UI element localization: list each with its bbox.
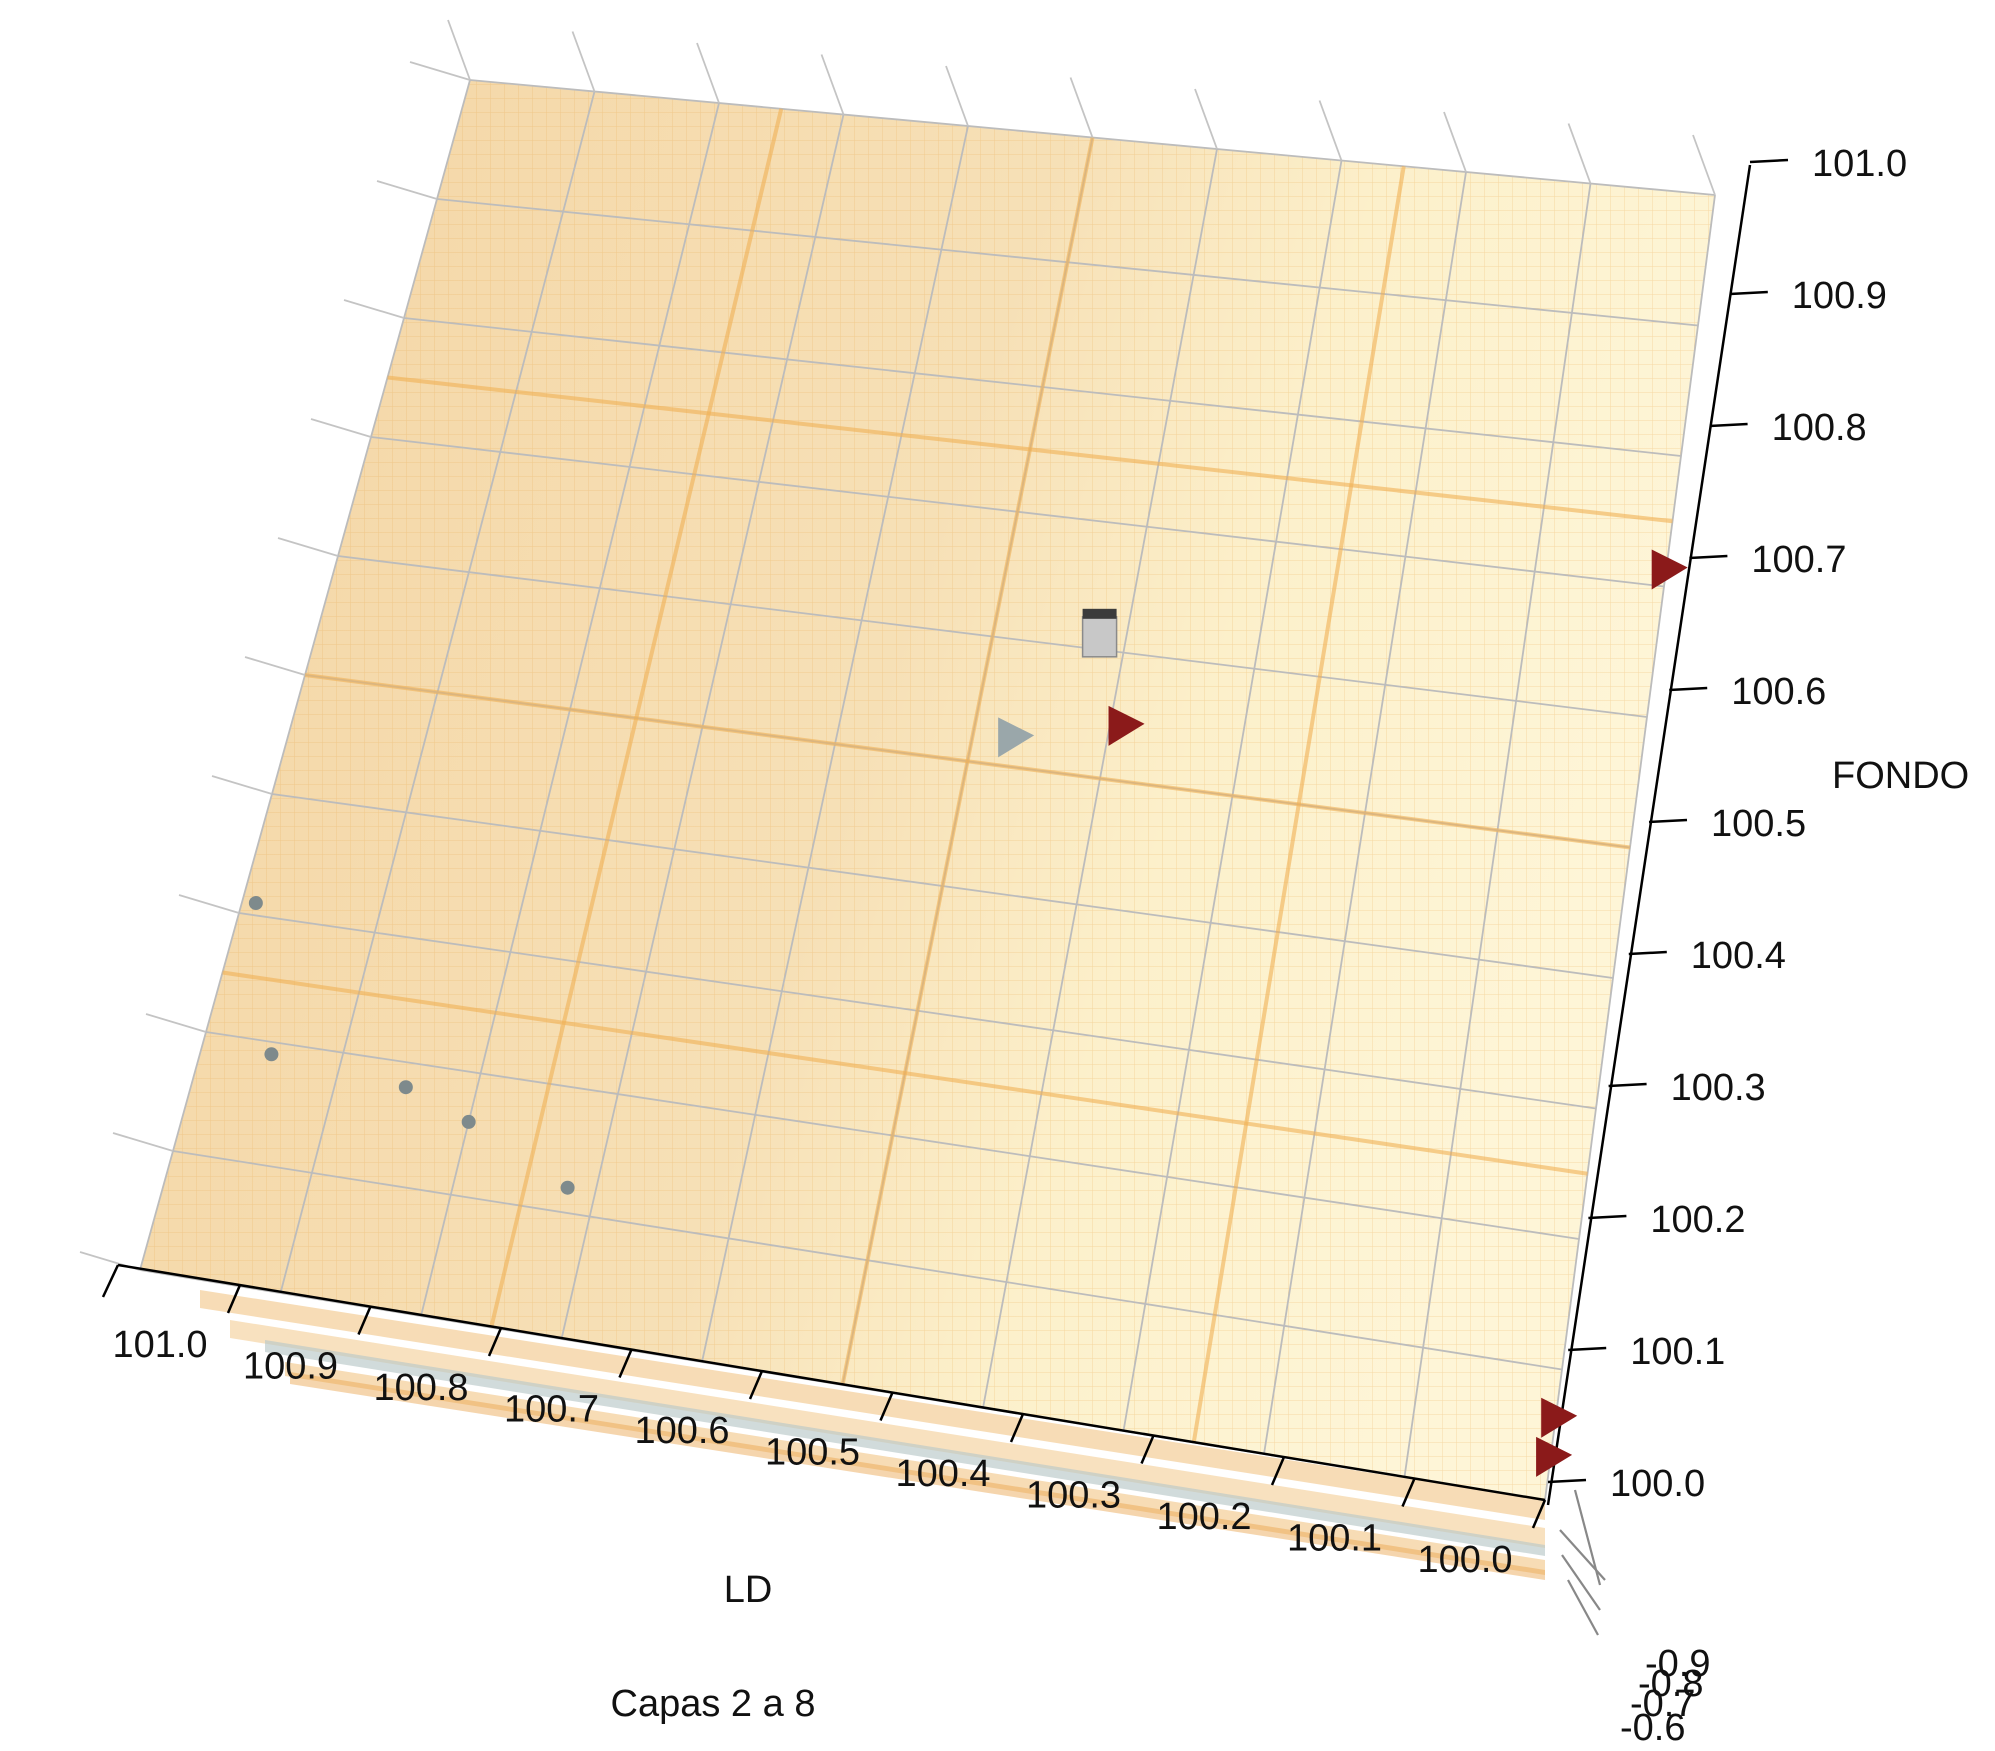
spike-top	[696, 42, 720, 104]
spike-top	[1443, 111, 1467, 173]
spike-top	[1318, 100, 1343, 161]
spike-left	[376, 180, 438, 200]
fondo-axis-title: FONDO	[1832, 755, 1969, 797]
fondo-tick-label: 100.4	[1691, 935, 1786, 977]
ld-tick	[1401, 1478, 1416, 1507]
spike-top	[447, 19, 471, 81]
tile-line	[304, 673, 1631, 850]
fondo-tick	[1608, 1082, 1647, 1088]
dot-marker	[398, 1080, 413, 1095]
pyramid-marker	[1541, 1397, 1578, 1438]
fondo-tick-label: 101.0	[1812, 143, 1907, 185]
ld-tick	[1270, 1456, 1286, 1486]
spike-top	[1069, 77, 1094, 138]
dot-marker	[248, 896, 263, 911]
pyramid-marker	[1536, 1436, 1573, 1477]
spike-top	[1194, 88, 1218, 150]
fondo-tick	[1588, 1214, 1627, 1220]
ld-axis-title: LD	[724, 1569, 773, 1611]
ld-tick	[748, 1370, 764, 1400]
fondo-tick	[1568, 1346, 1607, 1352]
fondo-tick-label: 100.6	[1731, 671, 1826, 713]
back-grid-spikes	[79, 19, 1716, 1271]
fondo-tick-label: 100.1	[1630, 1331, 1725, 1373]
ld-tick-label: 100.6	[634, 1410, 729, 1452]
cube-marker-top	[1082, 608, 1117, 619]
cube-marker	[1081, 616, 1118, 658]
fondo-tick	[1709, 422, 1748, 428]
fondo-tick-label: 100.9	[1792, 275, 1887, 317]
depth-tick-label: -0.7	[1630, 1683, 1695, 1725]
spike-top	[945, 65, 969, 127]
ld-tick	[226, 1284, 242, 1314]
spike-left	[211, 775, 273, 795]
ld-tick	[487, 1327, 503, 1357]
spike-left	[112, 1132, 174, 1152]
fondo-tick-label: 100.5	[1711, 803, 1806, 845]
spike-left	[310, 418, 372, 438]
spike-top	[1567, 123, 1592, 184]
ld-tick	[1531, 1499, 1547, 1529]
ld-tick	[1009, 1413, 1025, 1443]
fondo-tick	[1547, 1478, 1587, 1484]
spike-top	[1692, 134, 1716, 196]
ld-tick-label: 100.7	[504, 1389, 599, 1431]
ld-tick-label: 100.5	[765, 1432, 860, 1474]
layer-edges	[200, 1290, 1545, 1580]
ld-tick	[357, 1306, 372, 1335]
fondo-tick-label: 100.3	[1671, 1067, 1766, 1109]
ld-tick	[1140, 1435, 1155, 1464]
ld-tick-label: 100.8	[373, 1367, 468, 1409]
fondo-tick-label: 100.0	[1610, 1463, 1705, 1505]
axis-frame	[117, 164, 1752, 1506]
pyramid-marker	[1108, 705, 1145, 746]
depth-tick-label: -0.6	[1620, 1707, 1685, 1749]
spike-left	[277, 537, 339, 557]
ld-tick-label: 100.3	[1026, 1475, 1121, 1517]
chart-caption: Capas 2 a 8	[611, 1683, 816, 1725]
ld-tick-label: 100.2	[1156, 1496, 1251, 1538]
ld-tick	[879, 1392, 894, 1421]
fondo-tick	[1669, 686, 1708, 692]
depth-tick-label: -0.9	[1645, 1643, 1710, 1685]
pyramid-marker	[998, 717, 1035, 758]
spike-top	[571, 31, 596, 92]
fondo-tick	[1749, 158, 1789, 164]
fondo-tick	[1729, 290, 1768, 296]
tile-line	[1191, 165, 1406, 1443]
fondo-tick-label: 100.8	[1772, 407, 1867, 449]
fondo-axis-ticks: 100.0 100.1 100.2 100.3 100.4 100.5 100.6 100.7…	[1547, 143, 1907, 1505]
dot-marker	[560, 1180, 575, 1195]
spike-left	[343, 299, 405, 319]
ld-tick	[618, 1349, 633, 1378]
surface-fine-grid	[140, 80, 1715, 1500]
fondo-tick	[1689, 554, 1728, 560]
depth-axis	[1559, 1489, 1606, 1636]
spike-left	[409, 61, 471, 81]
dot-marker	[461, 1114, 476, 1129]
fondo-tick-label: 100.2	[1650, 1199, 1745, 1241]
spike-left	[244, 656, 306, 676]
depth-axis-ticks: -0.9-0.8-0.7-0.6	[1620, 1643, 1710, 1749]
grid-lines	[139, 79, 1716, 1501]
ld-axis-ticks: 101.0 100.9 100.8 100.7 100.6 100.5 100.4 100.3…	[101, 1264, 1547, 1581]
ld-tick-label: 100.9	[243, 1346, 338, 1388]
dot-marker	[264, 1047, 279, 1062]
spike-left	[145, 1013, 207, 1033]
tile-line	[387, 375, 1673, 524]
pyramid-marker	[1651, 549, 1688, 590]
ld-tick-label: 100.4	[895, 1453, 990, 1495]
ld-tick-label: 100.0	[1417, 1539, 1512, 1581]
fondo-tick	[1628, 950, 1667, 956]
ld-tick-label: 100.1	[1287, 1518, 1382, 1560]
fondo-tick-label: 100.7	[1751, 539, 1846, 581]
depth-tick-label: -0.8	[1638, 1663, 1703, 1705]
markers	[248, 549, 1688, 1477]
ld-tick-label: 101.0	[112, 1324, 207, 1366]
spike-left	[178, 894, 240, 914]
fondo-tick	[1648, 818, 1688, 824]
ld-tick	[101, 1264, 120, 1298]
spike-top	[820, 54, 845, 115]
